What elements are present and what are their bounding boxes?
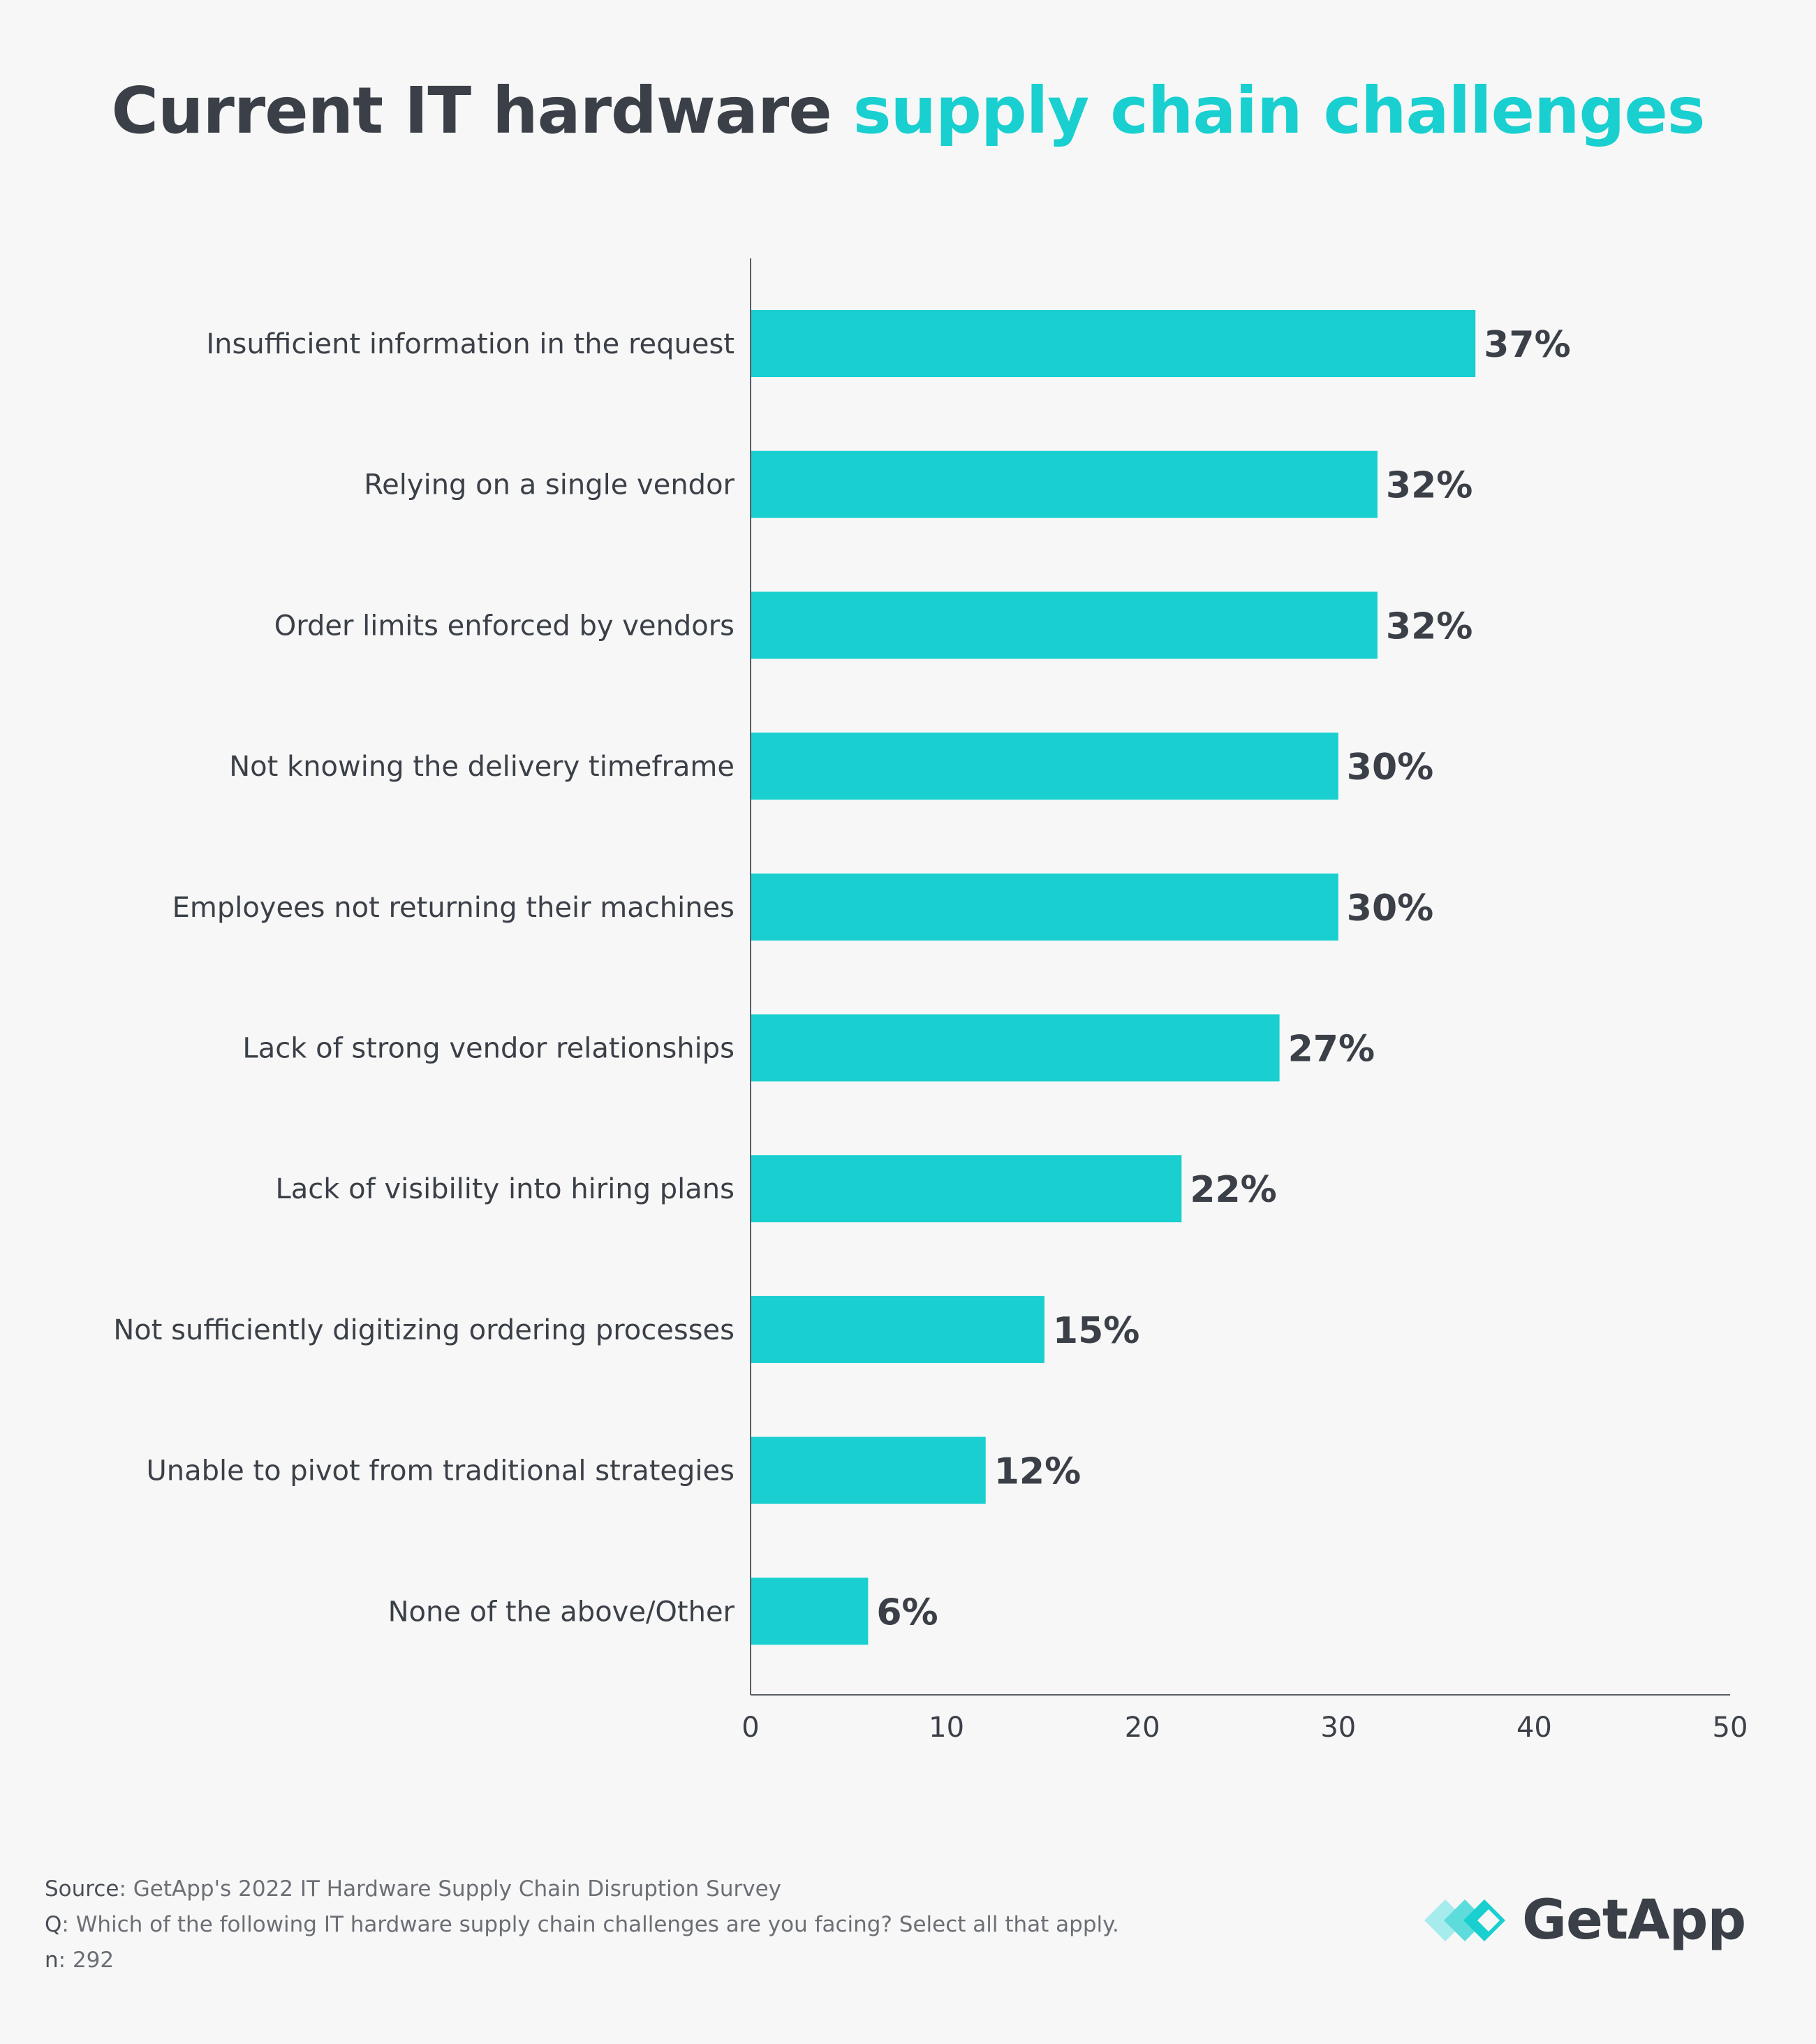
bar xyxy=(751,591,1378,659)
x-tick-label: 30 xyxy=(1320,1712,1356,1744)
bar xyxy=(751,1578,869,1645)
category-label: Order limits enforced by vendors xyxy=(274,610,734,642)
category-label: Not sufficiently digitizing ordering pro… xyxy=(113,1314,734,1346)
bar xyxy=(751,733,1338,800)
x-tick-label: 50 xyxy=(1713,1712,1748,1744)
source-line: Source: GetApp's 2022 IT Hardware Supply… xyxy=(45,1872,1119,1907)
x-tick-label: 20 xyxy=(1125,1712,1160,1744)
value-label: 15% xyxy=(1053,1310,1139,1352)
bar xyxy=(751,1436,986,1504)
bars-group xyxy=(751,310,1476,1645)
category-labels-group: Insufficient information in the request R… xyxy=(113,328,734,1628)
bar-chart: Insufficient information in the request R… xyxy=(113,258,1748,1744)
bar xyxy=(751,1155,1182,1223)
question-key: Q xyxy=(45,1912,62,1937)
value-label: 30% xyxy=(1347,888,1433,929)
category-label: Relying on a single vendor xyxy=(364,469,734,501)
value-label: 27% xyxy=(1288,1029,1375,1071)
x-tick-label: 0 xyxy=(741,1712,759,1744)
bar xyxy=(751,1295,1044,1363)
value-label: 6% xyxy=(876,1591,938,1633)
category-label: Employees not returning their machines xyxy=(172,892,734,924)
value-label: 30% xyxy=(1347,747,1433,788)
value-label: 22% xyxy=(1190,1169,1276,1211)
source-key: Source xyxy=(45,1876,119,1902)
getapp-chevrons-icon xyxy=(1424,1899,1505,1941)
category-label: Lack of strong vendor relationships xyxy=(242,1033,734,1065)
category-label: None of the above/Other xyxy=(388,1596,735,1628)
x-tick-label: 40 xyxy=(1516,1712,1552,1744)
bar xyxy=(751,873,1338,941)
sample-size-text: : 292 xyxy=(58,1948,115,1973)
x-ticks-group: 0 10 20 30 40 50 xyxy=(741,1712,1748,1744)
source-text: : GetApp's 2022 IT Hardware Supply Chain… xyxy=(119,1876,781,1902)
bar xyxy=(751,1014,1280,1082)
value-label: 12% xyxy=(994,1451,1081,1493)
value-labels-group: 37% 32% 32% 30% 30% 27% 22% 15% 12% 6% xyxy=(876,324,1570,1633)
value-label: 37% xyxy=(1484,324,1570,366)
bar xyxy=(751,450,1378,518)
category-label: Lack of visibility into hiring plans xyxy=(276,1173,735,1205)
bar xyxy=(751,310,1476,377)
getapp-logo: GetApp xyxy=(1424,1885,1746,1955)
sample-size-line: n: 292 xyxy=(45,1943,1119,1978)
value-label: 32% xyxy=(1386,605,1472,647)
value-label: 32% xyxy=(1386,465,1472,507)
chart-footer: Source: GetApp's 2022 IT Hardware Supply… xyxy=(45,1872,1119,1978)
chart-title: Current IT hardware supply chain challen… xyxy=(0,73,1816,148)
question-text: : Which of the following IT hardware sup… xyxy=(61,1912,1119,1937)
category-label: Unable to pivot from traditional strateg… xyxy=(146,1455,734,1487)
category-label: Not knowing the delivery timeframe xyxy=(229,751,734,783)
title-part-dark: Current IT hardware xyxy=(111,73,832,148)
category-label: Insufficient information in the request xyxy=(206,328,734,360)
x-tick-label: 10 xyxy=(929,1712,964,1744)
question-line: Q: Which of the following IT hardware su… xyxy=(45,1907,1119,1943)
title-part-accent: supply chain challenges xyxy=(852,73,1706,148)
sample-size-key: n xyxy=(45,1948,59,1973)
getapp-logo-text: GetApp xyxy=(1522,1889,1746,1952)
